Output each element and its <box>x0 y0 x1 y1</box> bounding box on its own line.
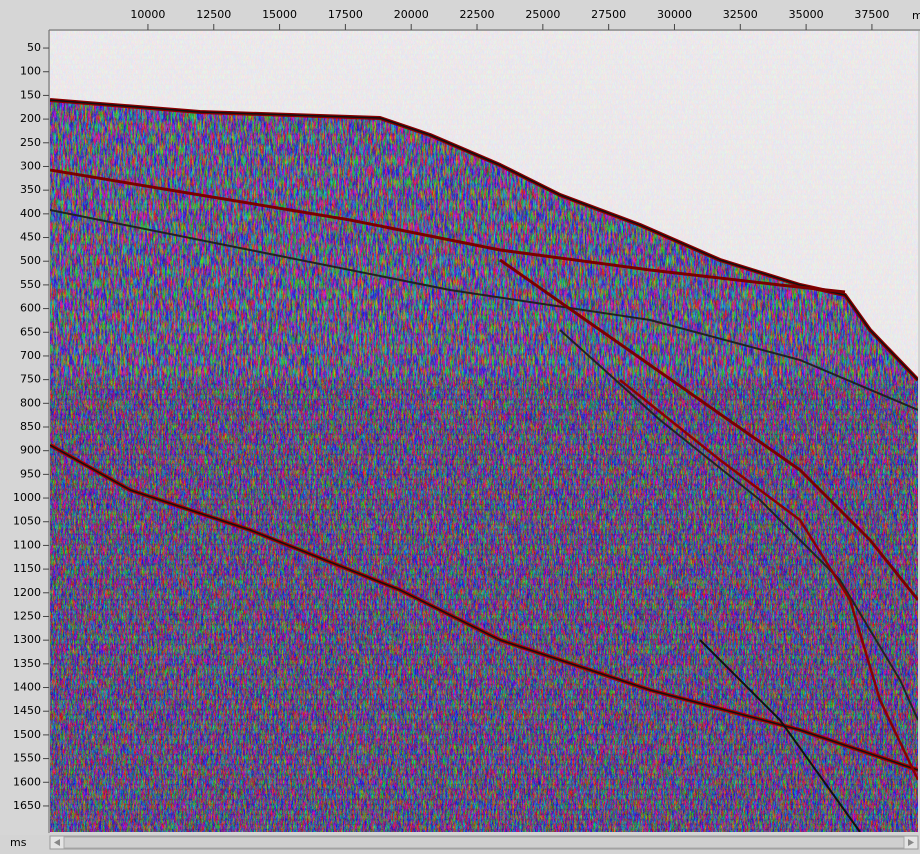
y-tick-label: 650 <box>20 325 41 338</box>
y-tick-label: 550 <box>20 278 41 291</box>
y-tick-label: 1600 <box>13 775 41 788</box>
y-tick-label: 950 <box>20 467 41 480</box>
y-tick-label: 1050 <box>13 515 41 528</box>
y-tick-label: 1400 <box>13 681 41 694</box>
scroll-thumb[interactable] <box>64 837 904 848</box>
x-tick-label: 20000 <box>394 8 429 21</box>
seismic-viewer: m ms 10000 12500 15000 17500 20000 22500 25000… <box>0 0 920 850</box>
y-tick-label: 250 <box>20 136 41 149</box>
x-tick-label: 35000 <box>789 8 824 21</box>
y-tick-label: 800 <box>20 396 41 409</box>
y-tick-label: 100 <box>20 65 41 78</box>
y-tick-label: 1150 <box>13 562 41 575</box>
y-tick-label: 400 <box>20 207 41 220</box>
y-tick-label: 150 <box>20 88 41 101</box>
x-tick-label: 30000 <box>657 8 692 21</box>
y-tick-label: 200 <box>20 112 41 125</box>
y-tick-label: 600 <box>20 302 41 315</box>
x-tick-label: 27500 <box>591 8 626 21</box>
y-tick-label: 700 <box>20 349 41 362</box>
y-tick-label: 450 <box>20 231 41 244</box>
x-tick-label: 12500 <box>196 8 231 21</box>
x-tick-label: 32500 <box>723 8 758 21</box>
x-tick-label: 10000 <box>130 8 165 21</box>
y-tick-label: 1450 <box>13 704 41 717</box>
x-tick-label: 17500 <box>328 8 363 21</box>
y-tick-label: 500 <box>20 254 41 267</box>
y-tick-label: 1550 <box>13 752 41 765</box>
y-tick-label: 1000 <box>13 491 41 504</box>
y-tick-label: 850 <box>20 420 41 433</box>
y-tick-label: 750 <box>20 373 41 386</box>
x-tick-label: 37500 <box>854 8 889 21</box>
y-tick-label: 50 <box>27 41 41 54</box>
y-tick-label: 1250 <box>13 609 41 622</box>
x-tick-label: 22500 <box>460 8 495 21</box>
y-tick-label: 1300 <box>13 633 41 646</box>
x-tick-label: 15000 <box>262 8 297 21</box>
y-unit: ms <box>10 836 27 849</box>
y-tick-label: 1500 <box>13 728 41 741</box>
x-unit: m <box>912 9 920 22</box>
y-tick-label: 1100 <box>13 538 41 551</box>
y-tick-label: 1200 <box>13 586 41 599</box>
y-tick-label: 300 <box>20 159 41 172</box>
y-tick-label: 1650 <box>13 799 41 812</box>
y-tick-label: 900 <box>20 444 41 457</box>
page: m ms 10000 12500 15000 17500 20000 22500 25000… <box>0 0 920 850</box>
x-tick-label: 25000 <box>525 8 560 21</box>
y-tick-label: 350 <box>20 183 41 196</box>
y-tick-label: 1350 <box>13 657 41 670</box>
